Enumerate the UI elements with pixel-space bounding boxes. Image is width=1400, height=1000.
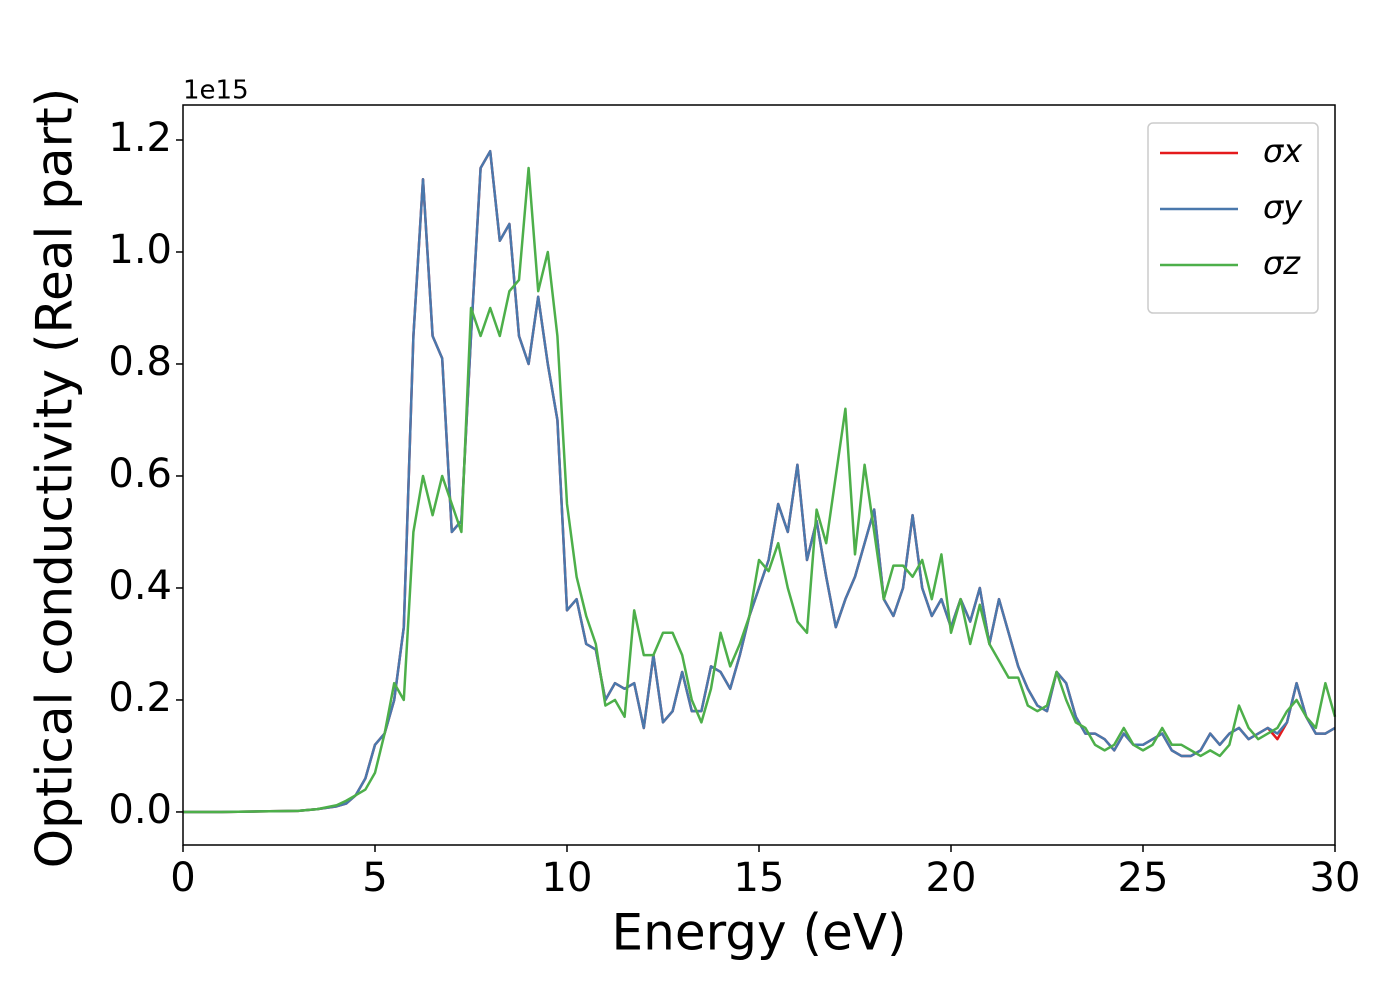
y-tick-label: 0.4 <box>108 563 172 609</box>
x-tick-label: 15 <box>734 855 785 901</box>
y-tick-label: 0.2 <box>108 675 172 721</box>
x-axis-label: Energy (eV) <box>612 904 907 962</box>
x-tick-label: 5 <box>362 855 387 901</box>
x-tick-label: 20 <box>926 855 977 901</box>
y-tick-label: 0.6 <box>108 451 172 497</box>
y-tick-label: 0.0 <box>108 787 172 833</box>
legend: σx σy σz <box>1147 122 1319 314</box>
legend-label: σx <box>1263 132 1303 170</box>
y-axis-label: Optical conductivity (Real part) <box>26 88 84 869</box>
offset-label: 1e15 <box>183 76 249 106</box>
plot-frame <box>182 104 1336 846</box>
series-line <box>183 166 1337 814</box>
legend-label: σy <box>1263 188 1303 226</box>
y-tick-label: 1.2 <box>108 115 172 161</box>
x-tick-label: 0 <box>170 855 195 901</box>
x-tick-label: 25 <box>1118 855 1169 901</box>
y-tick-label: 1.0 <box>108 227 172 273</box>
legend-label: σz <box>1263 244 1301 282</box>
x-tick-label: 10 <box>542 855 593 901</box>
x-tick-label: 30 <box>1310 855 1361 901</box>
y-tick-label: 0.8 <box>108 339 172 385</box>
